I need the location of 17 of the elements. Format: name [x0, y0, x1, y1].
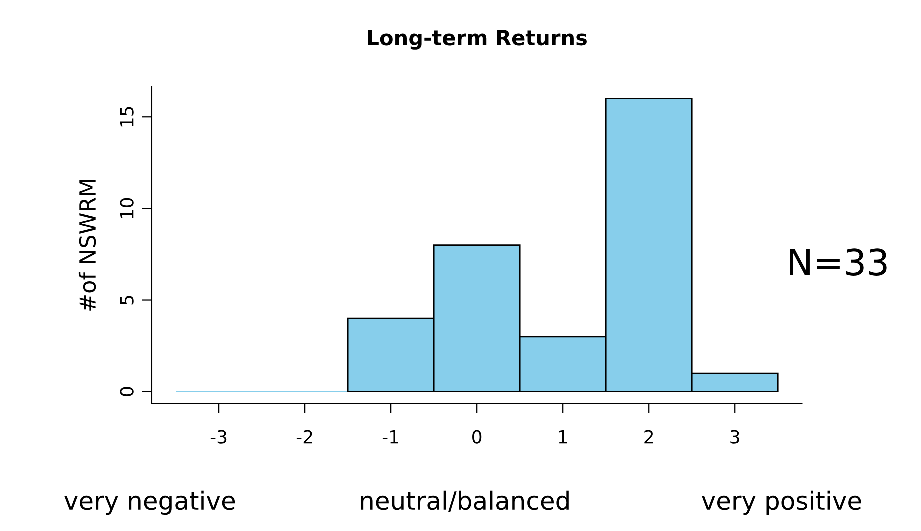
y-tick-label: 10: [120, 198, 134, 218]
chart-title: Long-term Returns: [368, 30, 587, 50]
x-tick-label: 0: [472, 430, 482, 444]
text: very negative: [64, 490, 236, 516]
annotation: N=33: [790, 248, 887, 276]
x-tick-label: -2: [296, 430, 312, 444]
x-tick-label: -3: [210, 430, 227, 444]
y-tick-label: 15: [120, 107, 134, 127]
x-tick-label: 1: [559, 430, 568, 444]
y-tick-label: 0: [120, 387, 134, 396]
x-tick-label: -1: [382, 430, 398, 444]
x-tick-label: 3: [730, 430, 740, 444]
y-axis-title: #of NSWRM: [78, 180, 96, 311]
text: very positive: [702, 490, 862, 516]
x-tick-label: 2: [644, 430, 654, 444]
text: neutral/balanced: [361, 490, 569, 512]
y-tick-label: 5: [120, 296, 134, 305]
